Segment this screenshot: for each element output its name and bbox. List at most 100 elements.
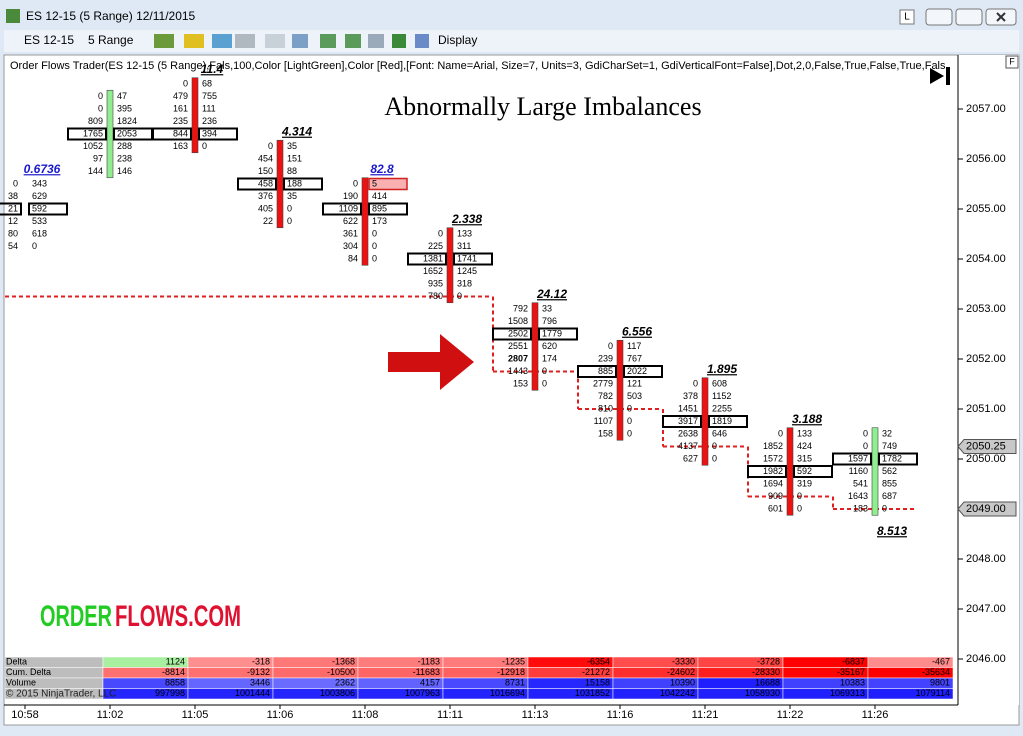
copyright: © 2015 NinjaTrader, LLC	[6, 688, 116, 699]
candle-body	[701, 377, 709, 466]
bid-volume: 1160	[849, 466, 868, 476]
imbalance-ratio: 1.895	[707, 362, 737, 376]
table-cell-value: -12918	[497, 667, 525, 677]
bid-volume: 158	[598, 428, 613, 438]
bid-volume: 458	[258, 178, 273, 188]
ask-volume: 0	[712, 453, 717, 463]
poc-box-bid	[492, 327, 532, 341]
imbalance-ratio: 11.4	[201, 62, 224, 76]
ask-volume: 146	[117, 166, 132, 176]
poc-box-ask	[28, 202, 68, 216]
table-cell-value: -318	[252, 657, 270, 667]
table-cell-value: 997998	[155, 688, 185, 698]
imbalance-ratio: 4.314	[281, 125, 312, 139]
candle-body	[616, 339, 624, 441]
bid-volume: 80	[8, 228, 18, 238]
ask-volume: 0	[797, 491, 802, 501]
bid-volume: 1381	[423, 253, 443, 263]
bid-volume: 541	[853, 478, 868, 488]
table-cell-value: 1058930	[745, 688, 780, 698]
bar-type-icon[interactable]	[154, 34, 174, 48]
chart-button[interactable]	[1005, 55, 1019, 69]
axis-background	[958, 55, 1019, 705]
instrument-select[interactable]: ES 12-15	[24, 33, 74, 47]
lock-button[interactable]	[899, 9, 915, 25]
search-icon[interactable]	[292, 34, 308, 48]
bid-volume: 1694	[763, 478, 783, 488]
y-tick-label: 2056.00	[966, 153, 1006, 165]
imbalance-ratio: 6.556	[622, 325, 652, 339]
toolbar	[4, 30, 1019, 52]
maximize-button[interactable]	[955, 8, 983, 26]
table-cell-value: 1016694	[490, 688, 525, 698]
icon[interactable]	[320, 34, 336, 48]
ask-volume: 608	[712, 378, 727, 388]
draw-icon[interactable]	[184, 34, 204, 48]
bid-volume: 0	[13, 178, 18, 188]
bid-volume: 1451	[678, 403, 698, 413]
ask-volume: 47	[117, 91, 127, 101]
icon[interactable]	[415, 34, 429, 48]
y-tick-label: 2046.00	[966, 653, 1006, 665]
icon[interactable]	[345, 34, 361, 48]
price-marker-label: 2050.25	[966, 440, 1006, 452]
table-cell-value: -21272	[582, 667, 610, 677]
bid-volume: 0	[863, 441, 868, 451]
price-marker	[957, 439, 1017, 454]
bid-volume: 54	[8, 241, 18, 251]
bid-volume: 2502	[508, 328, 528, 338]
table-row-label: Delta	[6, 657, 27, 667]
ask-volume: 414	[372, 191, 387, 201]
display-menu[interactable]: Display	[438, 33, 477, 47]
y-tick-label: 2054.00	[966, 253, 1006, 265]
time-label: 10:58	[11, 709, 39, 721]
table-cell-value: -28330	[752, 667, 780, 677]
ask-volume: 35	[287, 141, 297, 151]
ask-volume: 311	[457, 241, 471, 251]
bid-volume: 792	[513, 303, 528, 313]
bid-volume: 163	[173, 141, 188, 151]
bid-volume: 3917	[678, 416, 698, 426]
ask-volume: 796	[542, 316, 557, 326]
table-row-label: Cum. Delta	[6, 667, 51, 677]
icon[interactable]	[368, 34, 384, 48]
minimize-button[interactable]	[925, 8, 953, 26]
table-cell-value: 8731	[505, 678, 525, 688]
ask-volume: 236	[202, 116, 217, 126]
interval-select[interactable]: 5 Range	[88, 33, 134, 47]
ask-volume: 592	[32, 203, 47, 213]
bid-volume: 153	[513, 378, 528, 388]
ask-volume: 318	[457, 278, 472, 288]
ask-volume: 0	[627, 416, 632, 426]
ask-volume: 174	[542, 353, 557, 363]
poc-box-bid	[832, 452, 872, 466]
time-label: 11:08	[352, 709, 379, 721]
bid-volume: 12	[8, 216, 18, 226]
ask-volume: 646	[712, 428, 727, 438]
imbalance-ratio: 24.12	[536, 287, 567, 301]
jump-to-end[interactable]	[930, 67, 950, 85]
table-cell-value: -10500	[327, 667, 355, 677]
cursor-icon[interactable]	[265, 34, 285, 48]
zoom-icon[interactable]	[212, 34, 232, 48]
bid-volume: 1052	[83, 141, 103, 151]
bid-volume: 935	[428, 278, 443, 288]
bid-volume: 38	[8, 191, 18, 201]
table-cell-value: -3330	[672, 657, 695, 667]
bid-volume: 0	[693, 378, 698, 388]
y-tick-label: 2053.00	[966, 303, 1006, 315]
imbalance-ratio: 0.6736	[24, 162, 61, 176]
time-label: 11:21	[692, 709, 719, 721]
price-marker-label: 2049.00	[966, 503, 1006, 515]
bid-volume: 885	[598, 366, 613, 376]
bid-volume: 361	[343, 228, 358, 238]
ask-volume: 0	[287, 203, 292, 213]
y-tick-label: 2050.00	[966, 453, 1006, 465]
candle-body	[276, 139, 284, 229]
tool-icon[interactable]	[235, 34, 255, 48]
poc-box-ask	[878, 452, 918, 466]
candle-body	[786, 427, 794, 516]
icon[interactable]	[392, 34, 406, 48]
bid-volume: 1572	[763, 453, 783, 463]
